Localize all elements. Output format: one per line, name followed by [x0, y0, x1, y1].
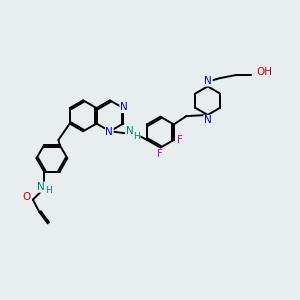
Text: N: N	[204, 76, 212, 86]
Text: H: H	[45, 186, 52, 195]
Text: N: N	[126, 126, 134, 136]
Text: O: O	[22, 192, 31, 202]
Text: H: H	[133, 131, 140, 140]
Text: OH: OH	[256, 67, 272, 77]
Text: N: N	[37, 182, 44, 192]
Text: F: F	[177, 136, 183, 146]
Text: F: F	[158, 149, 164, 159]
Text: N: N	[120, 103, 128, 112]
Text: N: N	[105, 127, 113, 137]
Text: N: N	[204, 115, 212, 125]
